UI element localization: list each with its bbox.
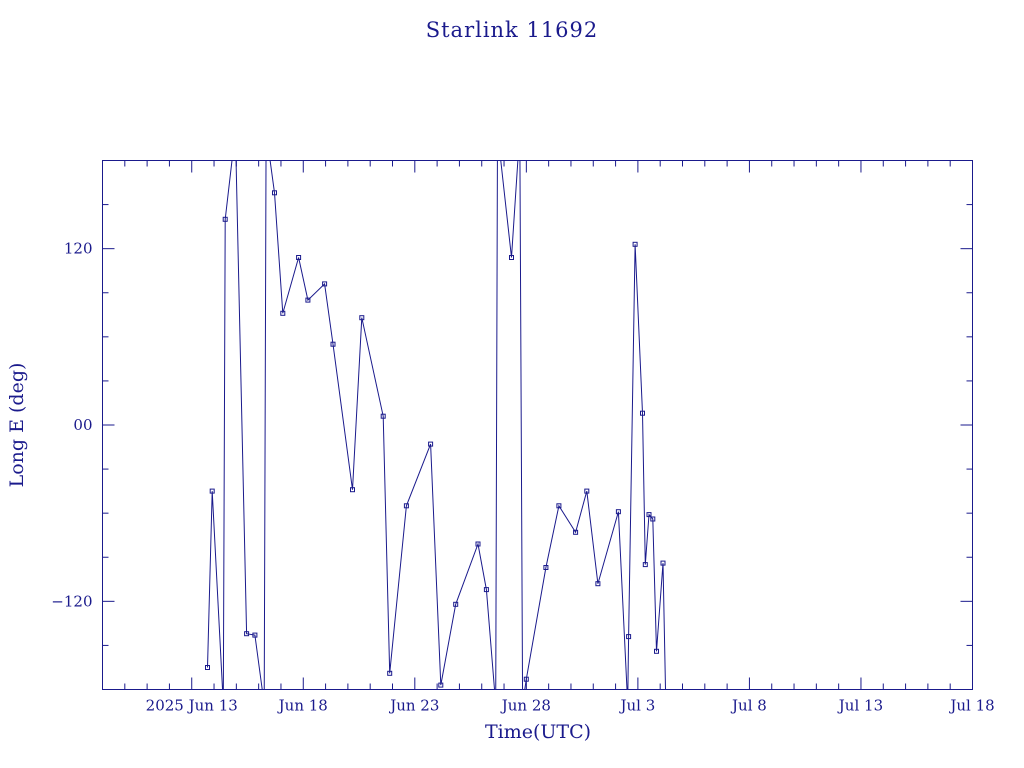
series-group bbox=[205, 160, 667, 690]
x-tick-label: 2025 Jun 13 bbox=[146, 697, 238, 715]
data-point bbox=[626, 634, 632, 640]
data-point bbox=[252, 632, 258, 638]
data-point bbox=[438, 682, 444, 688]
data-point bbox=[359, 315, 365, 321]
data-point bbox=[453, 601, 459, 607]
y-tick-label: 00 bbox=[73, 416, 92, 434]
data-point bbox=[296, 255, 302, 260]
data-point bbox=[640, 410, 645, 416]
data-point bbox=[205, 665, 210, 670]
x-axis-ticks bbox=[102, 160, 973, 690]
data-point bbox=[615, 509, 621, 515]
data-point bbox=[209, 488, 215, 494]
data-point bbox=[403, 503, 409, 509]
x-tick-label: Jun 18 bbox=[277, 697, 328, 715]
chart-title: Starlink 11692 bbox=[426, 18, 599, 42]
data-point bbox=[387, 670, 393, 676]
data-point bbox=[632, 241, 638, 247]
data-point bbox=[654, 648, 659, 654]
x-tick-label: Jun 23 bbox=[388, 697, 439, 715]
y-axis-ticks bbox=[102, 160, 973, 690]
data-point bbox=[509, 255, 514, 260]
x-tick-labels: 2025 Jun 13 Jun 18 Jun 23 Jun 28 Jul 3 Jul 8 J… bbox=[146, 697, 995, 715]
data-point bbox=[350, 487, 355, 493]
data-point bbox=[380, 413, 386, 419]
data-point bbox=[573, 529, 579, 535]
y-tick-label: −120 bbox=[51, 592, 92, 610]
data-point bbox=[483, 587, 489, 593]
data-point bbox=[305, 297, 311, 303]
data-point bbox=[280, 310, 286, 316]
data-point bbox=[646, 512, 652, 518]
data-point bbox=[428, 441, 434, 447]
y-tick-label: 120 bbox=[64, 240, 93, 258]
x-axis-label: Time(UTC) bbox=[485, 721, 591, 743]
data-point bbox=[222, 216, 228, 222]
data-point bbox=[556, 503, 562, 509]
x-tick-label: Jul 3 bbox=[618, 697, 655, 715]
x-tick-label: Jun 28 bbox=[500, 697, 551, 715]
series-line bbox=[207, 160, 667, 690]
data-point bbox=[642, 562, 648, 568]
x-tick-label: Jul 13 bbox=[837, 697, 883, 715]
data-point bbox=[543, 565, 549, 570]
data-point bbox=[272, 190, 277, 196]
data-point bbox=[595, 581, 601, 587]
data-point bbox=[660, 560, 666, 566]
data-point bbox=[244, 631, 250, 637]
plot-frame bbox=[102, 160, 973, 690]
data-point bbox=[650, 516, 656, 522]
data-point bbox=[584, 488, 590, 494]
y-axis-label: Long E (deg) bbox=[6, 363, 28, 488]
y-tick-labels: 120 00 −120 bbox=[51, 240, 92, 611]
x-tick-label: Jul 18 bbox=[948, 697, 994, 715]
x-tick-label: Jul 8 bbox=[730, 697, 767, 715]
data-point bbox=[330, 341, 336, 347]
data-point bbox=[322, 281, 328, 287]
data-point bbox=[475, 541, 481, 547]
data-point bbox=[523, 676, 529, 682]
